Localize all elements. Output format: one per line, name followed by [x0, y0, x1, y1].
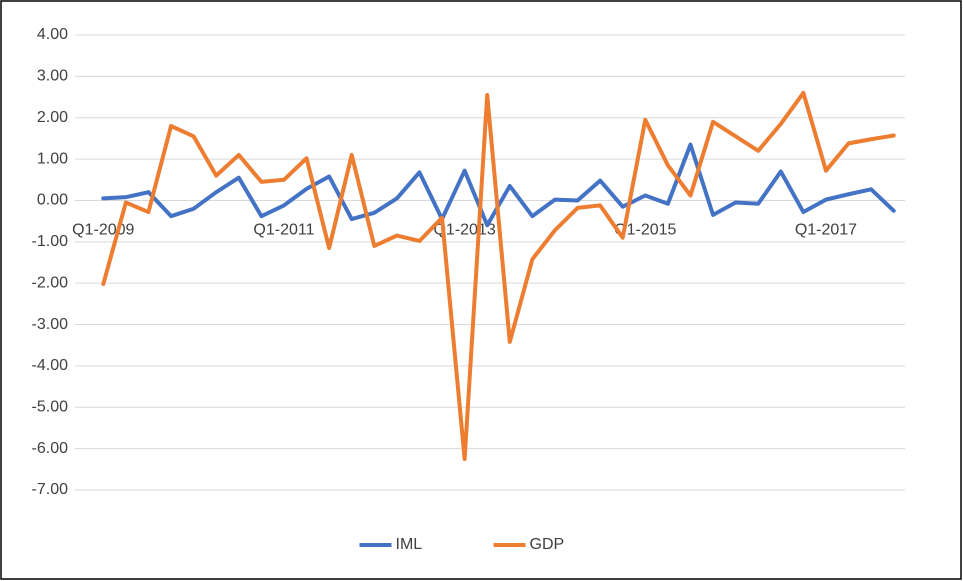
x-tick-label: Q1-2017 — [795, 222, 857, 239]
legend-label: IML — [396, 536, 423, 553]
y-tick-label: -5.00 — [32, 398, 69, 415]
y-tick-label: -1.00 — [32, 233, 69, 250]
y-tick-label: -4.00 — [32, 357, 69, 374]
y-tick-label: 0.00 — [37, 192, 68, 209]
y-tick-label: -6.00 — [32, 440, 69, 457]
y-tick-label: -7.00 — [32, 481, 69, 498]
legend-label: GDP — [530, 536, 565, 553]
y-tick-label: 4.00 — [37, 26, 68, 43]
y-tick-label: 2.00 — [37, 109, 68, 126]
x-tick-label: Q1-2011 — [253, 222, 314, 239]
y-tick-label: -2.00 — [32, 274, 69, 291]
series-line — [101, 90, 896, 461]
y-tick-label: 3.00 — [37, 68, 68, 85]
y-tick-label: 1.00 — [37, 150, 68, 167]
x-tick-label: Q1-2009 — [72, 222, 134, 239]
y-tick-label: -3.00 — [32, 316, 69, 333]
x-tick-label: Q1-2015 — [614, 222, 676, 239]
